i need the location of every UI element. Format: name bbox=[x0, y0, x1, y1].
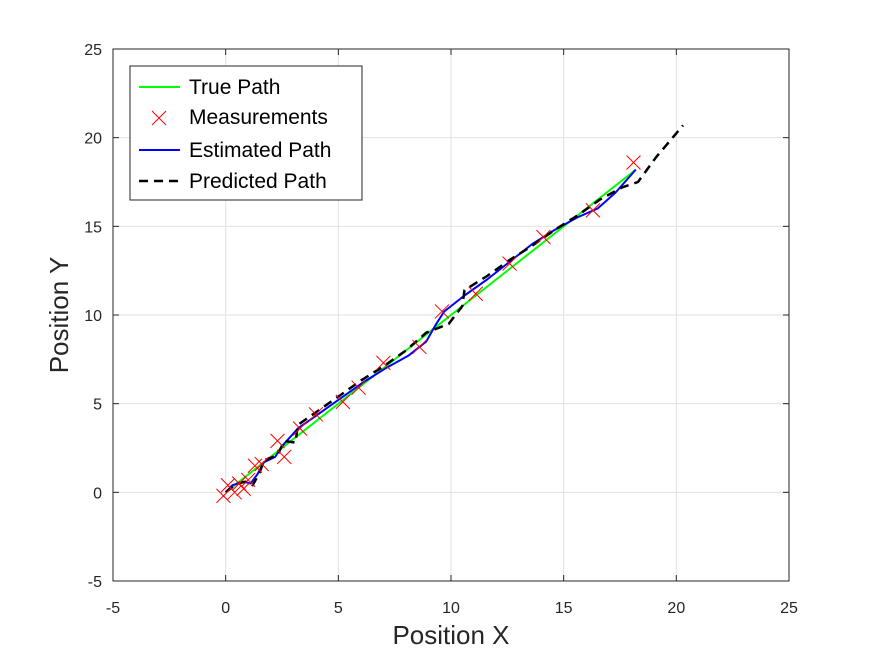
y-tick-labels: -5 0 5 10 15 20 25 bbox=[84, 42, 102, 591]
legend-measurements-marker bbox=[151, 110, 167, 126]
measurement-marker bbox=[335, 394, 351, 410]
measurement-marker bbox=[502, 256, 517, 271]
y-tick-label: 25 bbox=[84, 42, 102, 59]
legend: True Path Measurements Estimated Path Pr… bbox=[129, 65, 363, 201]
legend-measurements-label: Measurements bbox=[189, 106, 328, 129]
measurement-marker bbox=[434, 304, 450, 319]
axes-frame bbox=[112, 48, 790, 582]
legend-x-marker bbox=[151, 110, 167, 126]
measurement-marker bbox=[626, 155, 641, 170]
x-tick-label: 20 bbox=[667, 600, 685, 617]
series-layer bbox=[216, 124, 685, 504]
x-axis-label: Position X bbox=[392, 620, 509, 650]
measurement-marker bbox=[236, 481, 252, 497]
measurement-marker bbox=[585, 203, 601, 218]
series-predicted-path-line bbox=[224, 124, 685, 494]
measurement-marker bbox=[276, 449, 292, 465]
legend-box bbox=[129, 65, 363, 201]
legend-estimated-path-label: Estimated Path bbox=[189, 139, 331, 162]
x-tick-label: 0 bbox=[221, 600, 230, 617]
measurement-marker bbox=[227, 484, 243, 500]
y-axis-label: Position Y bbox=[44, 257, 74, 374]
y-tick-label: 10 bbox=[84, 308, 102, 325]
x-tick-label: 15 bbox=[555, 600, 573, 617]
measurement-marker bbox=[536, 229, 551, 245]
x-tick-label: 5 bbox=[334, 600, 343, 617]
measurement-marker bbox=[308, 406, 324, 422]
measurement-marker bbox=[292, 421, 308, 436]
x-tick-label: 10 bbox=[442, 600, 460, 617]
legend-predicted-path-label: Predicted Path bbox=[189, 170, 327, 193]
measurement-marker bbox=[412, 339, 427, 355]
measurement-marker bbox=[216, 488, 231, 504]
measurement-marker bbox=[351, 380, 366, 396]
x-tick-label: 25 bbox=[780, 600, 798, 617]
measurement-marker bbox=[376, 355, 391, 371]
measurement-marker bbox=[247, 458, 263, 474]
measurement-marker bbox=[270, 433, 285, 449]
y-tick-label: 5 bbox=[93, 397, 102, 414]
x-tick-label: -5 bbox=[106, 600, 120, 617]
y-tick-label: 0 bbox=[93, 485, 102, 502]
x-tick-labels: -5 0 5 10 15 20 25 bbox=[106, 600, 798, 617]
y-tick-label: -5 bbox=[88, 574, 102, 591]
measurement-marker bbox=[254, 456, 270, 472]
measurement-marker bbox=[468, 286, 484, 302]
y-tick-label: 15 bbox=[84, 219, 102, 236]
legend-true-path-label: True Path bbox=[189, 76, 280, 99]
y-tick-label: 20 bbox=[84, 131, 102, 148]
measurement-marker bbox=[240, 472, 256, 488]
